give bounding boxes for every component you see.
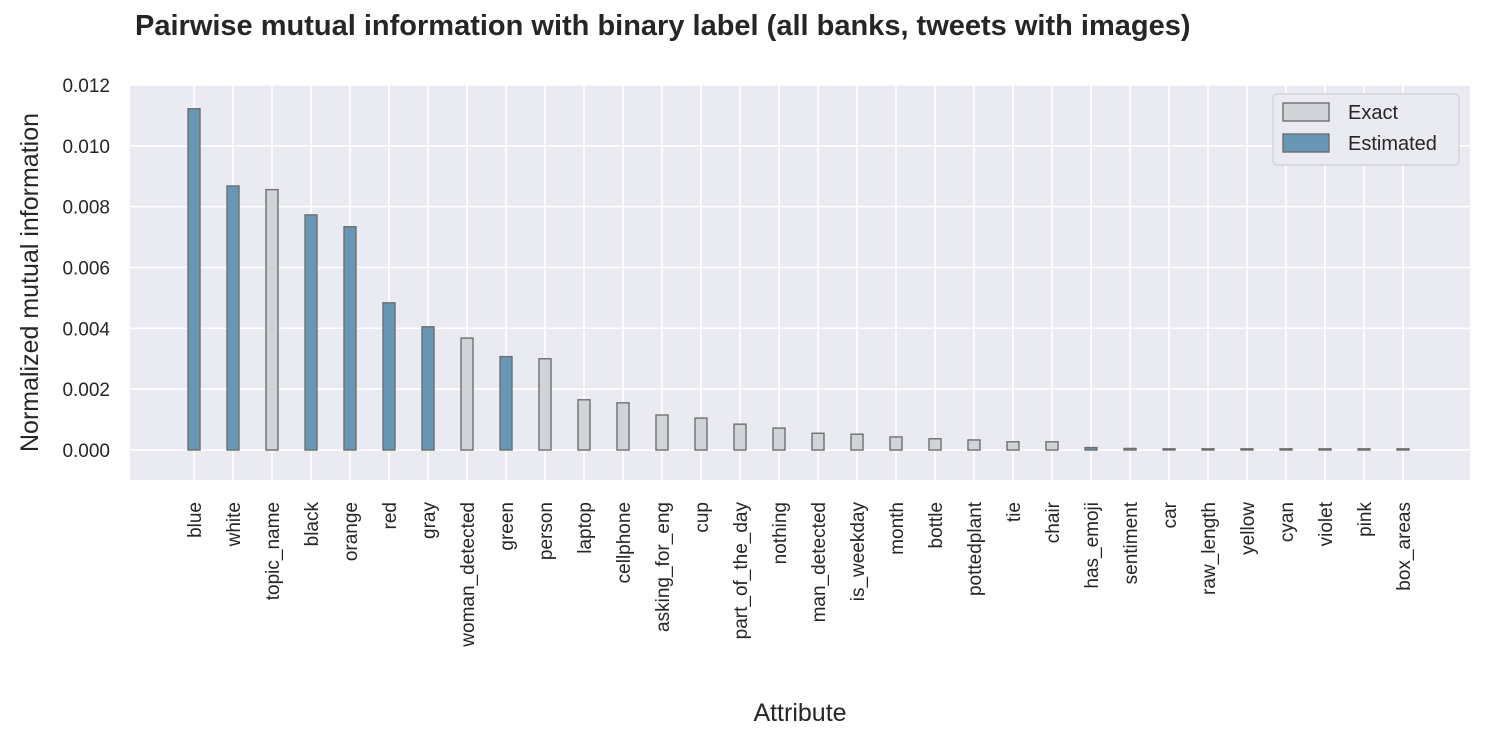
bar-chair [1045, 441, 1059, 451]
legend: Exact Estimated [1272, 93, 1460, 166]
bar-bottle [928, 438, 942, 451]
x-tick-label: box_areas [1394, 502, 1415, 591]
bar-has-emoji [1084, 446, 1098, 451]
bars [187, 108, 1410, 451]
bar-man-detected [811, 432, 825, 451]
x-tick-label: laptop [575, 502, 596, 554]
y-tick-label: 0.002 [62, 380, 110, 401]
bar-woman-detected [460, 337, 474, 451]
x-tick-label: woman_detected [458, 502, 479, 648]
bar-topic-name [265, 188, 279, 451]
x-tick-label: blue [185, 502, 206, 538]
y-axis-ticks: 0.000 0.002 0.004 0.006 0.008 0.010 0.012 [62, 76, 110, 462]
bar-violet [1318, 448, 1332, 451]
x-tick-label: black [302, 502, 323, 547]
bar-car [1162, 448, 1176, 451]
bar-white [226, 185, 240, 451]
bar-cyan [1279, 448, 1293, 451]
x-tick-label: green [497, 502, 518, 551]
bar-cup [694, 417, 708, 451]
bar-pink [1357, 448, 1371, 451]
bar-blue [187, 108, 201, 451]
x-tick-label: white [224, 502, 245, 547]
bar-laptop [577, 399, 591, 451]
x-tick-label: chair [1043, 501, 1064, 543]
legend-label-exact: Exact [1348, 102, 1398, 124]
y-tick-label: 0.012 [62, 76, 110, 97]
bar-is-weekday [850, 433, 864, 451]
y-tick-label: 0.004 [62, 319, 110, 340]
bar-red [382, 302, 396, 451]
bar-box-areas [1396, 448, 1410, 451]
bar-nothing [772, 427, 786, 451]
x-tick-label: man_detected [809, 502, 830, 622]
x-axis-ticks: blue white topic_name black orange red gray wom… [185, 501, 1415, 647]
x-tick-label: month [887, 502, 908, 555]
x-tick-label: car [1160, 501, 1181, 528]
bar-black [304, 214, 318, 451]
x-tick-label: violet [1316, 501, 1337, 546]
bar-sentiment [1123, 447, 1137, 451]
x-tick-label: person [536, 502, 557, 560]
x-tick-label: cyan [1277, 502, 1298, 542]
x-tick-label: part_of_the_day [731, 502, 752, 640]
y-tick-label: 0.000 [62, 441, 110, 462]
x-tick-label: pink [1355, 502, 1376, 537]
bar-month [889, 436, 903, 451]
bar-yellow [1240, 448, 1254, 451]
bar-raw-length [1201, 448, 1215, 451]
x-tick-label: pottedplant [965, 501, 986, 596]
chart-title: Pairwise mutual information with binary … [135, 10, 1191, 42]
x-tick-label: cup [692, 502, 713, 533]
x-tick-label: nothing [770, 502, 791, 564]
y-axis-label: Normalized mutual information [16, 113, 44, 452]
bar-asking-for-eng [655, 414, 669, 451]
legend-label-estimated: Estimated [1348, 133, 1437, 155]
legend-swatch-estimated [1282, 133, 1330, 153]
x-tick-label: raw_length [1199, 502, 1220, 595]
bar-green [499, 355, 513, 451]
x-tick-label: topic_name [263, 502, 284, 600]
x-axis-label: Attribute [753, 699, 846, 727]
x-tick-label: orange [341, 502, 362, 561]
bar-part-of-the-day [733, 423, 747, 451]
bar-cellphone [616, 402, 630, 451]
bar-tie [1006, 441, 1020, 451]
x-tick-label: bottle [926, 502, 947, 548]
legend-swatch-exact [1282, 102, 1330, 122]
bar-orange [343, 226, 357, 451]
x-tick-label: yellow [1238, 502, 1259, 555]
y-tick-label: 0.008 [62, 198, 110, 219]
bar-pottedplant [967, 439, 981, 451]
y-tick-label: 0.006 [62, 259, 110, 280]
x-tick-label: cellphone [614, 502, 635, 583]
x-tick-label: is_weekday [848, 502, 869, 602]
y-tick-label: 0.010 [62, 137, 110, 158]
x-tick-label: gray [419, 502, 440, 539]
bar-gray [421, 326, 435, 451]
bar-person [538, 358, 552, 451]
plot-area [130, 85, 1470, 480]
x-tick-label: has_emoji [1082, 502, 1103, 589]
x-tick-label: red [380, 502, 401, 529]
x-tick-label: asking_for_eng [653, 502, 674, 632]
x-tick-label: sentiment [1121, 501, 1142, 584]
x-tick-label: tie [1004, 502, 1025, 522]
